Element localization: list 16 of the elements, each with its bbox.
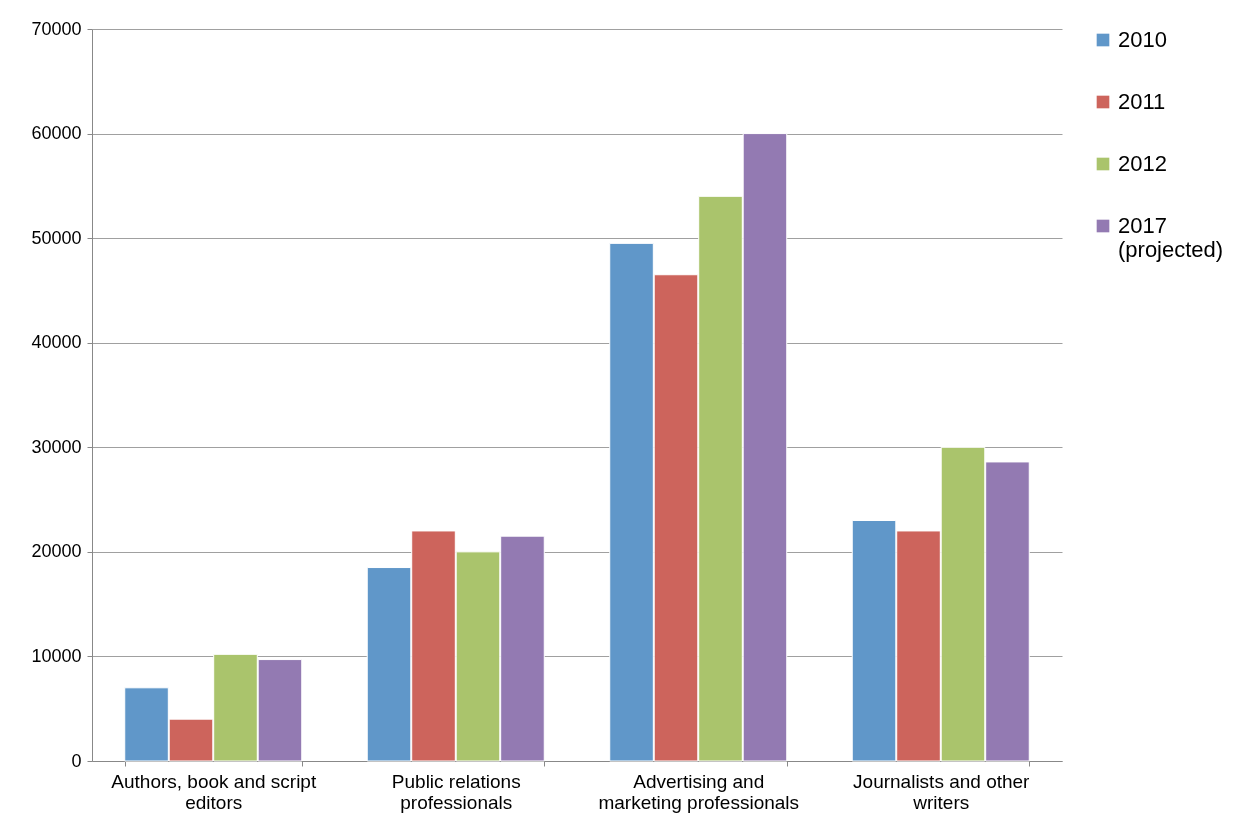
y-tick-label: 30000 <box>31 436 82 457</box>
x-tick-label: Advertising and marketing professionals <box>598 770 800 813</box>
legend-label: 2011 <box>1118 89 1166 114</box>
legend-label: 2017 (projected) <box>1118 213 1224 262</box>
y-tick-label: 70000 <box>31 18 82 39</box>
y-tick-label: 40000 <box>31 332 82 353</box>
x-tick-label: Public relations professionals <box>391 770 521 813</box>
legend-label: 2010 <box>1118 27 1167 52</box>
y-tick-label: 20000 <box>31 541 82 562</box>
x-tick-label: Journalists and other writers <box>853 770 1031 813</box>
y-tick-label: 10000 <box>31 645 82 666</box>
y-tick-label: 50000 <box>31 227 82 248</box>
y-tick-label: 60000 <box>31 123 82 144</box>
x-tick-label: Authors, book and script editors <box>111 770 317 813</box>
legend-label: 2012 <box>1118 151 1167 176</box>
y-tick-label: 0 <box>71 750 82 771</box>
